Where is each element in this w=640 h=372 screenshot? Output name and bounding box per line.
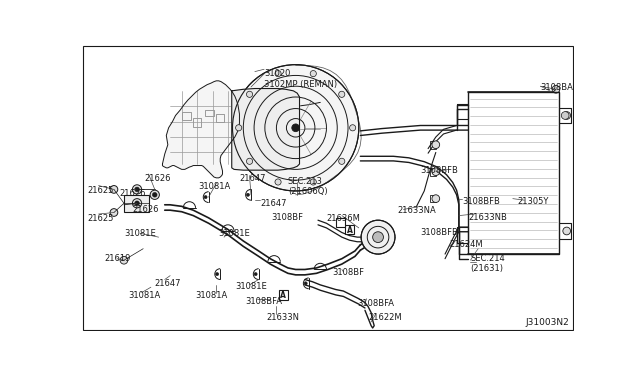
- Bar: [279, 290, 288, 299]
- Circle shape: [246, 158, 253, 164]
- Text: 3108BFA: 3108BFA: [357, 299, 394, 308]
- Text: A: A: [280, 291, 286, 300]
- Text: 21622M: 21622M: [368, 312, 402, 322]
- Circle shape: [236, 125, 242, 131]
- Text: 31081E: 31081E: [219, 230, 250, 238]
- Text: 21625: 21625: [88, 186, 114, 195]
- Text: 21633NB: 21633NB: [468, 212, 507, 221]
- Circle shape: [349, 125, 356, 131]
- Bar: [429, 168, 436, 176]
- Text: 31081A: 31081A: [198, 182, 231, 191]
- Circle shape: [310, 179, 316, 185]
- Circle shape: [432, 195, 440, 202]
- Text: SEC.214
(21631): SEC.214 (21631): [470, 254, 505, 273]
- Circle shape: [292, 124, 300, 132]
- Text: 3108BF: 3108BF: [271, 212, 303, 221]
- Circle shape: [339, 91, 345, 97]
- Text: 3108BA: 3108BA: [541, 83, 573, 92]
- Bar: [429, 141, 436, 148]
- Text: 21624M: 21624M: [450, 240, 483, 249]
- Circle shape: [204, 196, 207, 199]
- Text: 3108BF: 3108BF: [332, 268, 364, 277]
- Circle shape: [304, 282, 307, 285]
- Circle shape: [254, 273, 257, 276]
- Circle shape: [216, 273, 219, 276]
- Circle shape: [432, 141, 440, 148]
- Text: 21626: 21626: [132, 205, 159, 214]
- Circle shape: [563, 112, 570, 119]
- Circle shape: [150, 190, 159, 199]
- Circle shape: [152, 192, 157, 197]
- Text: 21647: 21647: [260, 199, 287, 208]
- Text: 3108BFB: 3108BFB: [420, 228, 458, 237]
- Circle shape: [120, 256, 128, 264]
- Text: 21636M: 21636M: [326, 214, 360, 223]
- Bar: [336, 218, 345, 227]
- Text: 21619: 21619: [105, 254, 131, 263]
- Text: SEC.213
(21606Q): SEC.213 (21606Q): [288, 177, 328, 196]
- Bar: [193, 118, 201, 127]
- Bar: [205, 110, 214, 116]
- Circle shape: [110, 186, 118, 193]
- Bar: [367, 228, 390, 248]
- Bar: [468, 92, 559, 254]
- Text: 31081E: 31081E: [124, 230, 156, 238]
- Circle shape: [310, 71, 316, 77]
- Circle shape: [132, 199, 141, 208]
- Text: 31081E: 31081E: [236, 282, 268, 291]
- Polygon shape: [232, 89, 300, 170]
- Circle shape: [563, 227, 570, 235]
- Polygon shape: [163, 81, 239, 178]
- Text: 31081A: 31081A: [196, 291, 228, 300]
- Circle shape: [432, 168, 440, 176]
- Circle shape: [246, 193, 250, 196]
- Circle shape: [552, 86, 560, 93]
- Text: 21305Y: 21305Y: [517, 197, 548, 206]
- Text: A: A: [347, 226, 353, 235]
- Circle shape: [110, 209, 118, 217]
- Text: 3108BFB: 3108BFB: [420, 166, 458, 175]
- Text: 31081A: 31081A: [128, 291, 160, 300]
- Text: 21633NA: 21633NA: [397, 206, 436, 215]
- Text: 3108BFB: 3108BFB: [462, 197, 500, 206]
- Circle shape: [561, 112, 569, 119]
- Bar: [429, 195, 436, 202]
- Circle shape: [232, 65, 359, 191]
- Circle shape: [275, 71, 281, 77]
- Text: 21647: 21647: [239, 174, 266, 183]
- Text: 21633N: 21633N: [266, 312, 300, 322]
- Text: 21625: 21625: [88, 214, 114, 223]
- Bar: [124, 195, 148, 212]
- Text: 3108BFA: 3108BFA: [245, 297, 282, 306]
- Text: J31003N2: J31003N2: [525, 318, 569, 327]
- Circle shape: [275, 179, 281, 185]
- Bar: [182, 112, 191, 120]
- Bar: [345, 225, 354, 234]
- Circle shape: [246, 91, 253, 97]
- Circle shape: [135, 201, 140, 206]
- Text: 21647: 21647: [155, 279, 181, 289]
- Circle shape: [132, 185, 141, 194]
- Circle shape: [339, 158, 345, 164]
- Circle shape: [361, 220, 395, 254]
- Circle shape: [135, 187, 140, 192]
- Text: 21626: 21626: [145, 174, 172, 183]
- Bar: [216, 114, 224, 122]
- Text: 21626: 21626: [119, 189, 146, 198]
- Text: 31020
3102MP (REMAN): 31020 3102MP (REMAN): [264, 69, 337, 89]
- Circle shape: [372, 232, 383, 243]
